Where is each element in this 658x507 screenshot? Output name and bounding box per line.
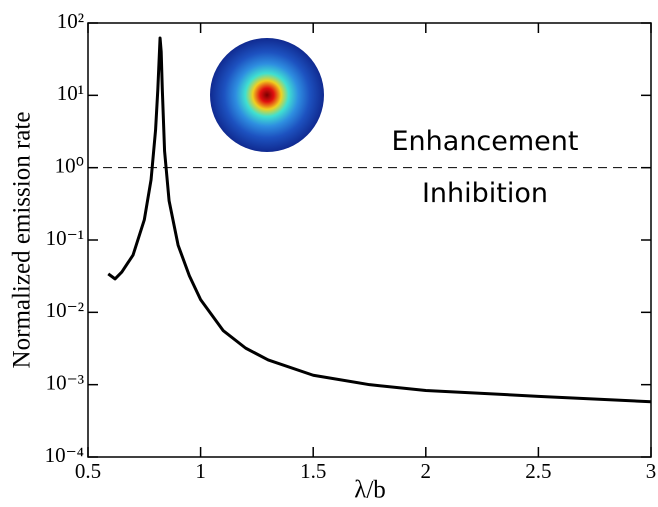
y-tick-label: 10⁻¹ [46,226,84,250]
x-tick-label: 2.5 [525,459,551,483]
x-tick-label: 0.5 [75,459,101,483]
x-tick-label: 2 [421,459,432,483]
y-tick-label: 10² [57,9,84,33]
y-tick-label: 10⁰ [55,153,84,177]
data-line [107,36,652,404]
annotation-above: Enhancement [391,126,578,157]
x-tick-label: 1.5 [300,459,326,483]
plot-frame [87,22,652,458]
y-tick-label: 10⁻² [46,298,84,322]
inset-mode-image [210,38,324,152]
annotation-below: Inhibition [422,178,548,209]
y-tick-label: 10⁻⁴ [45,443,84,467]
x-tick-label: 1 [195,459,206,483]
y-axis-label: Normalized emission rate [9,112,36,369]
y-tick-label: 10¹ [57,81,84,105]
x-axis-label: λ/b [354,477,386,504]
y-tick-label: 10⁻³ [46,370,84,394]
x-tick-label: 3 [646,459,657,483]
